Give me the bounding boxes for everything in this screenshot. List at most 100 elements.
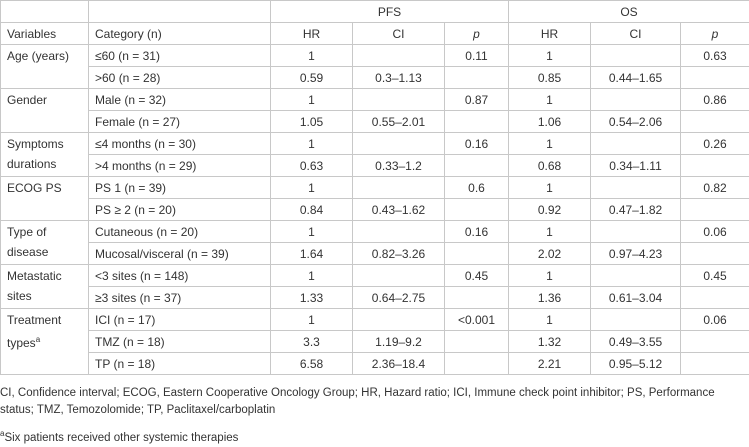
variable-label: ECOG PS <box>7 181 62 195</box>
variable-cell: Metastatic sites <box>1 265 89 309</box>
value-cell: 1 <box>509 133 591 155</box>
variable-cell: Gender <box>1 89 89 133</box>
category-cell: ≤60 (n = 31) <box>89 45 271 67</box>
value-cell <box>353 265 445 287</box>
value-cell: 0.64–2.75 <box>353 287 445 309</box>
value-cell: 1.32 <box>509 331 591 353</box>
value-cell <box>681 353 749 375</box>
value-cell: 1.05 <box>271 111 353 133</box>
value-cell: 3.3 <box>271 331 353 353</box>
value-cell: 1 <box>509 45 591 67</box>
category-cell: ≥3 sites (n = 37) <box>89 287 271 309</box>
value-cell <box>445 155 509 177</box>
value-cell: 1 <box>271 221 353 243</box>
column-header: CI <box>353 23 445 45</box>
value-cell: 0.34–1.11 <box>591 155 681 177</box>
value-cell: 0.63 <box>271 155 353 177</box>
value-cell <box>445 67 509 89</box>
value-cell: <0.001 <box>445 309 509 331</box>
value-cell <box>681 243 749 265</box>
value-cell: 0.45 <box>681 265 749 287</box>
value-cell <box>591 309 681 331</box>
category-cell: Male (n = 32) <box>89 89 271 111</box>
value-cell <box>353 89 445 111</box>
footnotes: CI, Confidence interval; ECOG, Eastern C… <box>0 385 749 447</box>
variable-cell: Age (years) <box>1 45 89 89</box>
variable-label: Treatment types <box>7 313 61 350</box>
category-cell: Cutaneous (n = 20) <box>89 221 271 243</box>
page: {"table": { "groups": ["PFS", "OS"], "co… <box>0 0 749 428</box>
value-cell <box>681 287 749 309</box>
value-cell: 1.64 <box>271 243 353 265</box>
value-cell <box>591 45 681 67</box>
category-cell: ≤4 months (n = 30) <box>89 133 271 155</box>
value-cell: 0.45 <box>445 265 509 287</box>
value-cell: 0.43–1.62 <box>353 199 445 221</box>
value-cell: 0.16 <box>445 133 509 155</box>
variable-label: Type of disease <box>7 225 48 259</box>
value-cell: 0.47–1.82 <box>591 199 681 221</box>
value-cell <box>353 177 445 199</box>
value-cell <box>681 331 749 353</box>
value-cell <box>445 111 509 133</box>
value-cell: 0.6 <box>445 177 509 199</box>
value-cell: 0.55–2.01 <box>353 111 445 133</box>
column-header: CI <box>591 23 681 45</box>
variable-label: Gender <box>7 93 47 107</box>
value-cell <box>591 177 681 199</box>
value-cell: 1 <box>509 309 591 331</box>
abbreviations: CI, Confidence interval; ECOG, Eastern C… <box>0 385 749 419</box>
value-cell: 0.92 <box>509 199 591 221</box>
variable-label: Metastatic sites <box>7 269 62 303</box>
value-cell: 0.82 <box>681 177 749 199</box>
value-cell: 0.54–2.06 <box>591 111 681 133</box>
value-cell: 1 <box>271 89 353 111</box>
value-cell <box>681 111 749 133</box>
value-cell: 0.85 <box>509 67 591 89</box>
column-header: Category (n) <box>89 23 271 45</box>
group-header: OS <box>509 1 749 23</box>
category-cell: TMZ (n = 18) <box>89 331 271 353</box>
category-cell: <3 sites (n = 148) <box>89 265 271 287</box>
value-cell: 0.68 <box>509 155 591 177</box>
value-cell: 0.33–1.2 <box>353 155 445 177</box>
category-cell: PS ≥ 2 (n = 20) <box>89 199 271 221</box>
value-cell <box>591 133 681 155</box>
footnote-marker: a <box>36 335 40 344</box>
variable-label: Symptoms durations <box>7 137 64 171</box>
value-cell: 2.02 <box>509 243 591 265</box>
value-cell: 1 <box>271 45 353 67</box>
value-cell <box>681 199 749 221</box>
value-cell: 0.87 <box>445 89 509 111</box>
value-cell: 0.49–3.55 <box>591 331 681 353</box>
category-cell: >4 months (n = 29) <box>89 155 271 177</box>
value-cell <box>445 243 509 265</box>
value-cell: 1 <box>509 221 591 243</box>
value-cell: 1 <box>271 309 353 331</box>
category-cell: Mucosal/visceral (n = 39) <box>89 243 271 265</box>
value-cell: 0.95–5.12 <box>591 353 681 375</box>
variable-cell: Symptoms durations <box>1 133 89 177</box>
value-cell: 1 <box>271 177 353 199</box>
category-cell: TP (n = 18) <box>89 353 271 375</box>
value-cell: 2.21 <box>509 353 591 375</box>
header-blank <box>89 1 271 23</box>
value-cell <box>445 331 509 353</box>
value-cell: 0.3–1.13 <box>353 67 445 89</box>
variable-cell: ECOG PS <box>1 177 89 221</box>
column-header: HR <box>509 23 591 45</box>
value-cell: 1 <box>271 265 353 287</box>
value-cell: 1 <box>271 133 353 155</box>
value-cell: 1 <box>509 89 591 111</box>
value-cell <box>353 45 445 67</box>
category-cell: ICI (n = 17) <box>89 309 271 331</box>
